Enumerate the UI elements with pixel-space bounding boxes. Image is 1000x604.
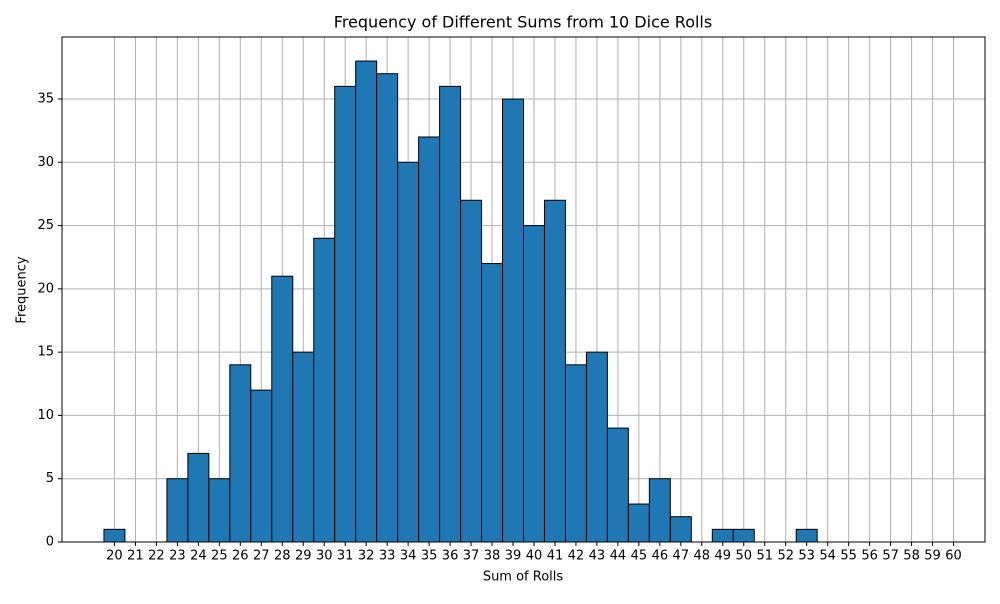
x-tick-label: 51: [756, 549, 773, 564]
x-tick-label: 38: [484, 549, 501, 564]
bar: [502, 98, 525, 543]
bar: [627, 503, 650, 543]
bar: [187, 452, 210, 543]
x-tick-label: 21: [127, 549, 144, 564]
bar: [585, 351, 608, 543]
bar: [208, 478, 231, 543]
x-tick-label: 46: [652, 549, 669, 564]
bar: [292, 351, 315, 543]
bar: [523, 225, 545, 543]
x-tick-label: 37: [463, 549, 480, 564]
bar: [439, 85, 462, 543]
x-tick-label: 49: [715, 549, 732, 564]
x-tick-label: 50: [735, 549, 752, 564]
y-tick-label: 15: [37, 345, 54, 360]
x-tick-label: 55: [840, 549, 857, 564]
x-tick-label: 45: [631, 549, 648, 564]
bar: [103, 528, 126, 543]
x-tick-label: 54: [819, 549, 836, 564]
plot-frame: [61, 36, 986, 543]
bar: [460, 199, 483, 543]
x-tick-label: 43: [589, 549, 606, 564]
y-tick-label: 0: [46, 535, 54, 550]
x-tick-label: 48: [694, 549, 711, 564]
bar: [606, 427, 629, 543]
x-tick-label: 47: [673, 549, 690, 564]
y-tick-label: 30: [37, 155, 54, 170]
x-tick-label: 26: [232, 549, 249, 564]
x-tick-label: 57: [882, 549, 899, 564]
x-tick-label: 56: [861, 549, 878, 564]
x-tick-label: 29: [295, 549, 312, 564]
bar: [271, 275, 294, 543]
bar: [795, 528, 818, 543]
x-tick-label: 41: [547, 549, 564, 564]
bar: [711, 528, 734, 543]
y-tick-label: 35: [37, 92, 54, 107]
bar: [376, 73, 399, 543]
x-tick-label: 33: [379, 549, 396, 564]
x-tick-label: 59: [924, 549, 941, 564]
y-tick-label: 20: [37, 281, 54, 296]
chart-title: Frequency of Different Sums from 10 Dice…: [334, 13, 712, 32]
x-tick-label: 34: [400, 549, 417, 564]
x-tick-label: 28: [274, 549, 291, 564]
bar: [166, 478, 189, 543]
bar: [669, 516, 692, 543]
x-tick-label: 20: [106, 549, 123, 564]
x-tick-label: 60: [945, 549, 962, 564]
y-tick-label: 25: [37, 218, 54, 233]
x-tick-label: 44: [610, 549, 627, 564]
bar: [229, 364, 252, 543]
x-tick-label: 36: [442, 549, 459, 564]
x-tick-label: 31: [337, 549, 354, 564]
x-tick-label: 52: [777, 549, 794, 564]
x-tick-label: 58: [903, 549, 920, 564]
x-tick-label: 25: [211, 549, 228, 564]
y-axis-label: Frequency: [15, 256, 30, 323]
bar: [250, 389, 273, 543]
x-tick-label: 23: [169, 549, 186, 564]
y-tick-label: 5: [46, 471, 54, 486]
x-tick-label: 39: [505, 549, 522, 564]
x-tick-label: 42: [568, 549, 585, 564]
y-tick-label: 10: [37, 408, 54, 423]
x-tick-label: 22: [148, 549, 165, 564]
x-tick-label: 40: [526, 549, 543, 564]
x-tick-label: 53: [798, 549, 815, 564]
bar: [334, 85, 357, 543]
x-tick-label: 30: [316, 549, 333, 564]
bar: [564, 364, 587, 543]
bar: [313, 237, 336, 543]
bar: [543, 199, 566, 543]
bar: [732, 528, 755, 543]
bar: [397, 161, 420, 543]
x-tick-label: 24: [190, 549, 207, 564]
bar: [648, 478, 671, 543]
bar: [355, 60, 378, 543]
x-tick-label: 35: [421, 549, 438, 564]
x-tick-label: 32: [358, 549, 375, 564]
x-tick-label: 27: [253, 549, 270, 564]
x-axis-label: Sum of Rolls: [483, 570, 564, 585]
bar: [418, 136, 441, 543]
bar: [481, 263, 504, 543]
